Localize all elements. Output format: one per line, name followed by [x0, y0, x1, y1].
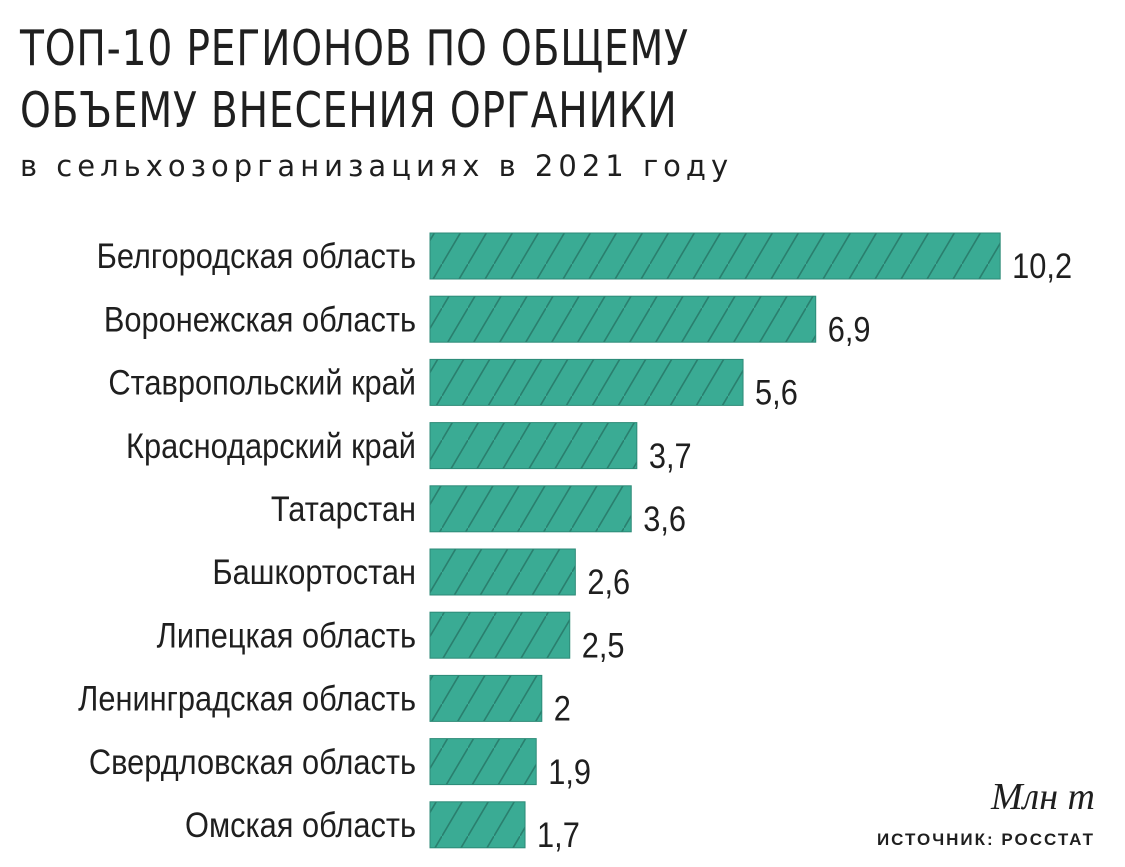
bar-10	[429, 801, 526, 849]
bars-layer: Белгородская область 10,2 Воронежская обла…	[78, 232, 1072, 854]
bar-5	[429, 485, 632, 533]
category-label-7: Липецкая область	[157, 616, 416, 655]
value-label-5: 3,6	[643, 499, 686, 538]
unit-label: Млн т	[990, 776, 1095, 818]
category-label-5: Татарстан	[271, 489, 416, 528]
category-label-3: Ставропольский край	[108, 363, 416, 402]
category-label-1: Белгородская область	[97, 236, 416, 275]
category-label-9: Свердловская область	[89, 742, 416, 781]
bar-4	[429, 422, 638, 470]
bar-6	[429, 548, 576, 596]
value-label-1: 10,2	[1012, 246, 1072, 285]
value-label-4: 3,7	[649, 436, 692, 475]
bar-3	[429, 358, 744, 406]
chart-title-line-1: ТОП-10 РЕГИОНОВ ПО ОБЩЕМУ	[20, 20, 689, 77]
value-label-2: 6,9	[828, 310, 871, 349]
category-label-10: Омская область	[185, 805, 416, 844]
bar-2	[429, 295, 817, 343]
chart-subtitle: в сельхозорганизациях в 2021 году	[20, 149, 734, 183]
value-label-9: 1,9	[548, 752, 591, 791]
chart-title-line-2: ОБЪЕМУ ВНЕСЕНИЯ ОРГАНИКИ	[20, 82, 678, 139]
value-label-10: 1,7	[537, 815, 580, 854]
bar-1	[429, 232, 1001, 280]
source-label: ИСТОЧНИК: РОССТАТ	[876, 830, 1095, 849]
bar-7	[429, 611, 571, 659]
category-label-2: Воронежская область	[104, 300, 416, 339]
category-label-6: Башкортостан	[212, 552, 416, 591]
value-label-6: 2,6	[587, 562, 630, 601]
category-label-4: Краснодарский край	[126, 426, 416, 465]
value-label-7: 2,5	[582, 626, 625, 665]
category-label-8: Ленинградская область	[78, 679, 416, 718]
bar-9	[429, 738, 537, 786]
value-label-8: 2	[554, 689, 571, 728]
value-label-3: 5,6	[755, 373, 798, 412]
bar-8	[429, 674, 543, 722]
